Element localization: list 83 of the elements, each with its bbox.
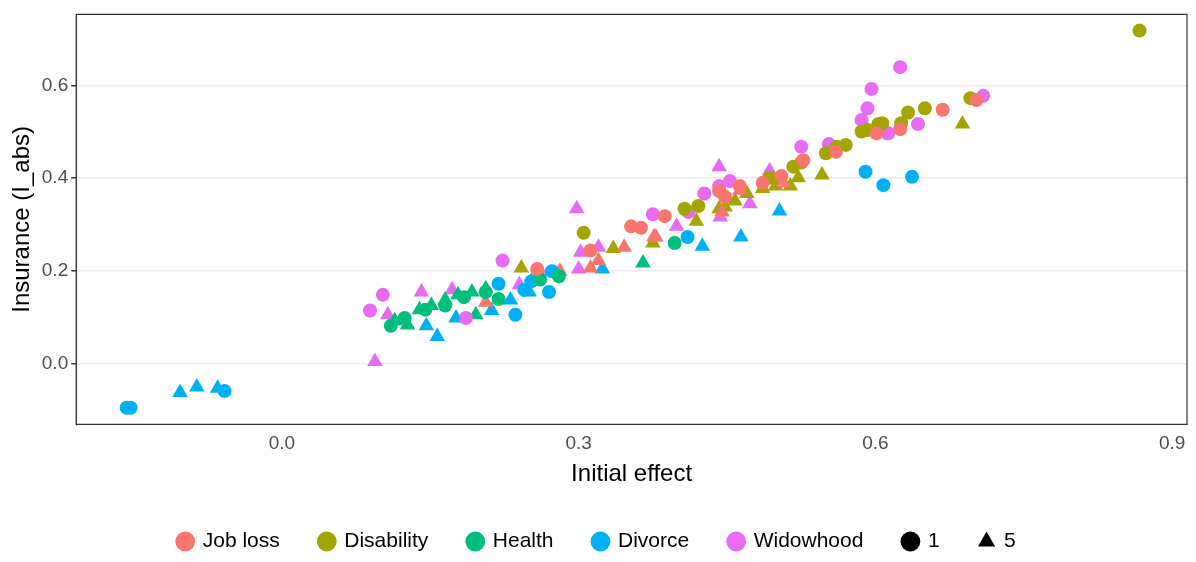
y-tick-label: 0.4: [41, 166, 69, 188]
point: [508, 307, 523, 322]
legend-label: Job loss: [202, 528, 280, 552]
point: [645, 207, 660, 222]
point: [711, 157, 727, 172]
point: [668, 217, 685, 231]
point: [733, 227, 749, 242]
point: [969, 93, 984, 108]
legend-label: Health: [492, 528, 554, 552]
point: [869, 126, 884, 141]
point: [576, 225, 591, 240]
point: [667, 236, 682, 250]
point: [905, 169, 920, 184]
point: [688, 212, 705, 226]
point: [838, 137, 853, 152]
point: [790, 168, 807, 183]
point: [691, 198, 706, 213]
legend-label: 5: [1004, 528, 1016, 552]
point: [935, 102, 950, 117]
point: [491, 276, 506, 291]
point: [634, 220, 648, 235]
point: [714, 203, 730, 217]
point: [954, 115, 971, 129]
point: [677, 201, 692, 216]
point: [362, 303, 377, 318]
legend-label: 1: [927, 528, 940, 552]
point: [570, 259, 587, 274]
point: [814, 165, 830, 180]
point: [858, 164, 873, 179]
point: [502, 290, 519, 305]
point: [429, 327, 446, 341]
point: [375, 287, 390, 302]
point: [694, 237, 711, 251]
point: [876, 178, 891, 193]
point: [583, 243, 598, 258]
y-axis-title: Insurance (I_abs): [7, 126, 35, 313]
legend-label: Widowhood: [753, 528, 864, 552]
point: [680, 229, 695, 244]
point: [828, 144, 843, 159]
point: [189, 377, 205, 392]
point: [901, 105, 916, 120]
point: [893, 60, 908, 75]
point: [657, 209, 672, 224]
point: [864, 81, 879, 96]
point: [495, 253, 510, 268]
point: [397, 310, 412, 325]
point: [418, 302, 433, 317]
point: [755, 175, 770, 190]
point: [893, 122, 908, 137]
point: [491, 291, 506, 306]
point: [367, 352, 383, 366]
point: [418, 316, 435, 331]
point: [605, 239, 622, 254]
x-tick-label: 0.0: [268, 432, 296, 454]
point: [1132, 23, 1147, 38]
point: [910, 117, 925, 132]
point: [771, 202, 788, 216]
x-tick-label: 0.6: [862, 432, 889, 454]
point: [697, 186, 712, 201]
point: [718, 189, 733, 204]
point: [568, 199, 585, 214]
y-tick-label: 0.0: [41, 351, 69, 373]
point: [635, 253, 651, 268]
x-tick-label: 0.9: [1158, 432, 1186, 454]
point: [551, 269, 566, 284]
y-tick-label: 0.6: [41, 73, 69, 95]
legend-label: Disability: [344, 528, 429, 552]
point: [513, 258, 530, 273]
point: [860, 101, 875, 116]
point: [590, 251, 607, 266]
point: [172, 383, 188, 397]
point: [917, 101, 932, 116]
x-tick-label: 0.3: [565, 432, 592, 454]
point: [383, 318, 398, 333]
point: [774, 168, 789, 183]
legend-label: Divorce: [618, 528, 690, 552]
point: [616, 238, 632, 252]
y-tick-label: 0.2: [41, 259, 69, 280]
point: [438, 298, 453, 313]
x-axis-title: Initial effect: [571, 459, 693, 487]
point: [794, 139, 809, 154]
point: [413, 283, 430, 297]
point: [458, 310, 473, 325]
